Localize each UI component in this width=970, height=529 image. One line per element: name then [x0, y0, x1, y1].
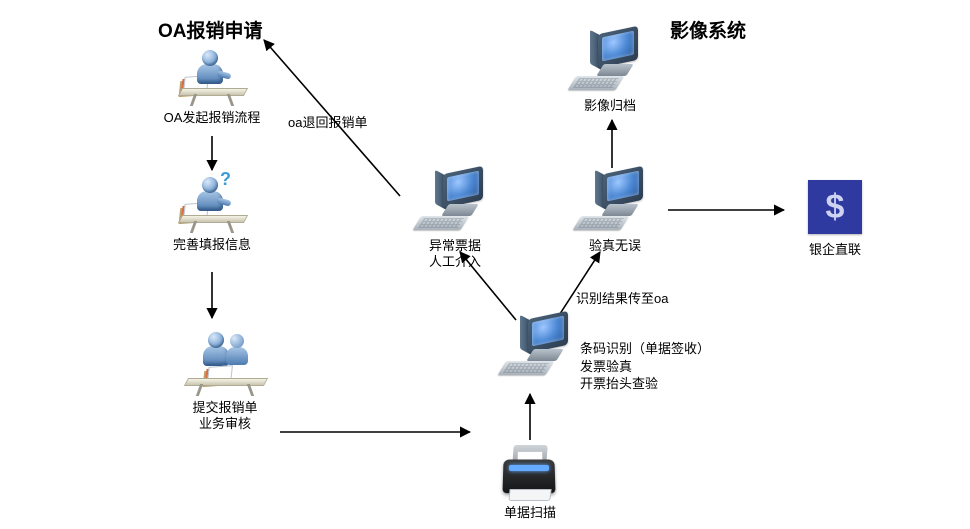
computer-icon — [575, 170, 655, 234]
diagram-canvas: OA报销申请 影像系统 oa退回报销单 识别结果传至oa OA发起报销 — [0, 0, 970, 529]
node-label: 单据扫描 — [475, 505, 585, 521]
node-manual: 异常票据 人工介入 — [400, 170, 510, 271]
node-scan: 单据扫描 — [475, 445, 585, 521]
edge-recognize-to-verify — [556, 252, 600, 320]
computer-icon — [500, 315, 580, 379]
edge-label-return: oa退回报销单 — [288, 112, 367, 131]
node-label: 异常票据 人工介入 — [400, 238, 510, 271]
person-icon — [180, 48, 244, 106]
node-label: 验真无误 — [560, 238, 670, 254]
edge-label-result-to-oa: 识别结果传至oa — [576, 288, 668, 307]
recognize-desc: 条码识别（单据签收） 发票验真 开票抬头查验 — [580, 340, 710, 393]
node-label: 提交报销单 业务审核 — [160, 400, 290, 433]
dollar-icon: $ — [808, 180, 862, 234]
node-archive: 影像归档 — [555, 30, 665, 114]
computer-icon — [415, 170, 495, 234]
node-oa-submit: 提交报销单 业务审核 — [160, 330, 290, 433]
node-label: 完善填报信息 — [152, 237, 272, 253]
node-label: OA发起报销流程 — [152, 110, 272, 126]
node-verify: 验真无误 — [560, 170, 670, 254]
node-oa-start: OA发起报销流程 — [152, 48, 272, 126]
computer-icon — [570, 30, 650, 94]
person-question-icon: ? — [180, 175, 244, 233]
node-bank: $ 银企直联 — [790, 180, 880, 258]
scanner-icon — [495, 445, 565, 501]
node-recognize — [490, 315, 590, 379]
node-label: 影像归档 — [555, 98, 665, 114]
node-oa-fill: ? 完善填报信息 — [152, 175, 272, 253]
node-label: 银企直联 — [790, 242, 880, 258]
person-meeting-icon — [186, 330, 264, 396]
